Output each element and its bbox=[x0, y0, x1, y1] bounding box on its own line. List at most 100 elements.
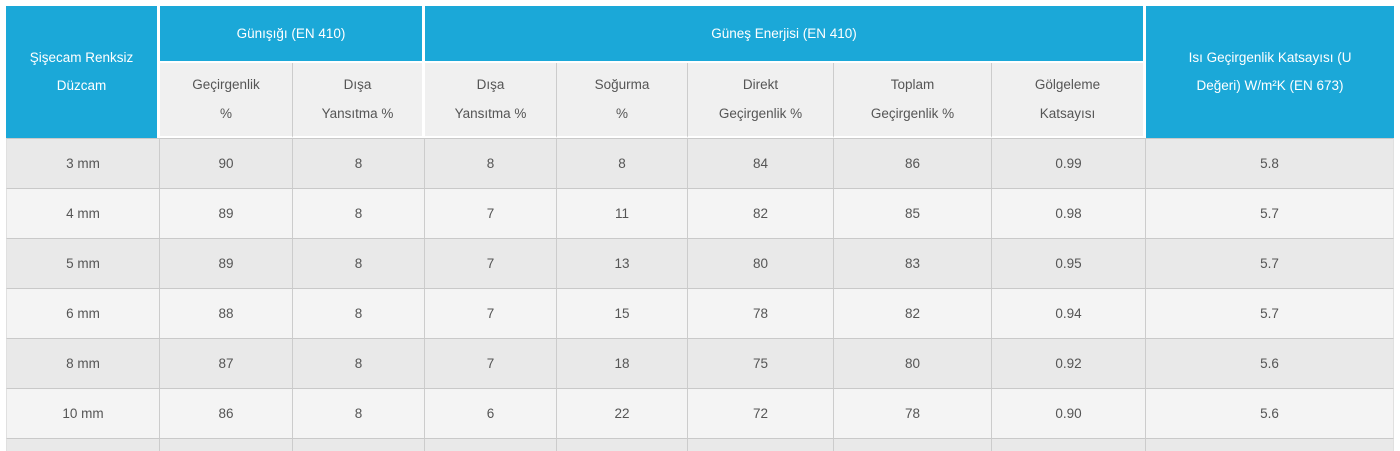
subheader-line: Dışa bbox=[476, 77, 505, 93]
value-cell-toplam-gecirgenlik: 78 bbox=[834, 388, 992, 438]
value-cell-u-degeri: 5.8 bbox=[1146, 138, 1395, 188]
subheader-line: Geçirgenlik % bbox=[870, 105, 955, 121]
subheader-line: Dışa bbox=[343, 77, 372, 93]
value-cell-disa-yansitma-gunes bbox=[425, 438, 557, 451]
thickness-cell bbox=[6, 438, 160, 451]
group-header-gunisigi: Günışığı (EN 410) bbox=[160, 6, 425, 63]
value-cell-sogurma: 22 bbox=[557, 388, 688, 438]
table-row: 5 mm 89 8 7 13 80 83 0.95 5.7 bbox=[6, 238, 1395, 288]
value-cell-disa-yansitma-gunes: 7 bbox=[425, 338, 557, 388]
corner-header-line2: Düzcam bbox=[56, 78, 107, 93]
value-cell-direkt-gecirgenlik: 75 bbox=[688, 338, 834, 388]
subheader-toplam-gecirgenlik: Toplam Geçirgenlik % bbox=[834, 63, 992, 138]
subheader-disa-yansitma-gunisigi: Dışa Yansıtma % bbox=[293, 63, 425, 138]
thickness-cell: 8 mm bbox=[6, 338, 160, 388]
value-cell-u-degeri: 5.6 bbox=[1146, 388, 1395, 438]
value-cell-gecirgenlik: 90 bbox=[160, 138, 293, 188]
table-header: Şişecam Renksiz Düzcam Günışığı (EN 410)… bbox=[6, 6, 1395, 138]
value-cell-gecirgenlik bbox=[160, 438, 293, 451]
subheader-line: % bbox=[615, 105, 628, 121]
value-cell-direkt-gecirgenlik bbox=[688, 438, 834, 451]
thickness-cell: 3 mm bbox=[6, 138, 160, 188]
value-cell-toplam-gecirgenlik: 86 bbox=[834, 138, 992, 188]
subheader-line: Direkt bbox=[742, 77, 779, 93]
value-cell-toplam-gecirgenlik: 82 bbox=[834, 288, 992, 338]
value-cell-golgeleme-katsayisi: 0.90 bbox=[992, 388, 1147, 438]
value-cell-disa-yansitma-gunes: 6 bbox=[425, 388, 557, 438]
value-cell-golgeleme-katsayisi: 0.95 bbox=[992, 238, 1147, 288]
subheader-sogurma: Soğurma % bbox=[557, 63, 688, 138]
value-cell-u-degeri: 5.7 bbox=[1146, 288, 1395, 338]
value-cell-disa-yansitma-gunisigi: 8 bbox=[293, 238, 425, 288]
subheader-line: Geçirgenlik bbox=[192, 77, 260, 93]
value-cell-u-degeri: 5.7 bbox=[1146, 238, 1395, 288]
table-row: 4 mm 89 8 7 11 82 85 0.98 5.7 bbox=[6, 188, 1395, 238]
corner-header-sisecam-renksiz-duzcam: Şişecam Renksiz Düzcam bbox=[6, 6, 160, 138]
value-cell-toplam-gecirgenlik: 83 bbox=[834, 238, 992, 288]
value-cell-u-degeri bbox=[1146, 438, 1395, 451]
subheader-gecirgenlik: Geçirgenlik % bbox=[160, 63, 293, 138]
value-cell-sogurma: 13 bbox=[557, 238, 688, 288]
value-cell-sogurma bbox=[557, 438, 688, 451]
table-row: 3 mm 90 8 8 8 84 86 0.99 5.8 bbox=[6, 138, 1395, 188]
value-cell-gecirgenlik: 87 bbox=[160, 338, 293, 388]
value-cell-gecirgenlik: 88 bbox=[160, 288, 293, 338]
table-row bbox=[6, 438, 1395, 451]
value-cell-disa-yansitma-gunes: 7 bbox=[425, 188, 557, 238]
value-cell-disa-yansitma-gunes: 7 bbox=[425, 238, 557, 288]
group-header-gunes-enerjisi: Güneş Enerjisi (EN 410) bbox=[425, 6, 1147, 63]
value-cell-toplam-gecirgenlik: 80 bbox=[834, 338, 992, 388]
thickness-cell: 4 mm bbox=[6, 188, 160, 238]
value-cell-sogurma: 15 bbox=[557, 288, 688, 338]
subheader-line: Toplam bbox=[890, 77, 935, 93]
value-cell-golgeleme-katsayisi: 0.92 bbox=[992, 338, 1147, 388]
value-cell-golgeleme-katsayisi bbox=[992, 438, 1147, 451]
thickness-cell: 5 mm bbox=[6, 238, 160, 288]
value-cell-disa-yansitma-gunisigi: 8 bbox=[293, 388, 425, 438]
value-cell-direkt-gecirgenlik: 84 bbox=[688, 138, 834, 188]
subheader-direkt-gecirgenlik: Direkt Geçirgenlik % bbox=[688, 63, 834, 138]
sub-header-row: Geçirgenlik % Dışa Yansıtma % Dışa Yansı… bbox=[6, 63, 1394, 138]
value-cell-disa-yansitma-gunisigi: 8 bbox=[293, 188, 425, 238]
header-u-value-line1: Isı Geçirgenlik Katsayısı (U bbox=[1188, 50, 1352, 66]
value-cell-direkt-gecirgenlik: 78 bbox=[688, 288, 834, 338]
subheader-line: Gölgeleme bbox=[1034, 77, 1101, 93]
glass-properties-table: Şişecam Renksiz Düzcam Günışığı (EN 410)… bbox=[6, 6, 1395, 451]
header-u-value: Isı Geçirgenlik Katsayısı (U Değeri) W/m… bbox=[1146, 6, 1395, 138]
value-cell-gecirgenlik: 89 bbox=[160, 238, 293, 288]
value-cell-disa-yansitma-gunes: 7 bbox=[425, 288, 557, 338]
value-cell-toplam-gecirgenlik bbox=[834, 438, 992, 451]
value-cell-gecirgenlik: 89 bbox=[160, 188, 293, 238]
corner-header-line1: Şişecam Renksiz bbox=[29, 50, 134, 66]
value-cell-direkt-gecirgenlik: 72 bbox=[688, 388, 834, 438]
table-row: 8 mm 87 8 7 18 75 80 0.92 5.6 bbox=[6, 338, 1395, 388]
header-u-value-line2: Değeri) W/m²K (EN 673) bbox=[1196, 78, 1344, 93]
value-cell-disa-yansitma-gunisigi: 8 bbox=[293, 338, 425, 388]
value-cell-disa-yansitma-gunisigi: 8 bbox=[293, 138, 425, 188]
value-cell-u-degeri: 5.7 bbox=[1146, 188, 1395, 238]
value-cell-gecirgenlik: 86 bbox=[160, 388, 293, 438]
value-cell-disa-yansitma-gunisigi: 8 bbox=[293, 288, 425, 338]
subheader-golgeleme-katsayisi: Gölgeleme Katsayısı bbox=[992, 63, 1147, 138]
subheader-line: Yansıtma % bbox=[454, 105, 527, 121]
value-cell-u-degeri: 5.6 bbox=[1146, 338, 1395, 388]
thickness-cell: 6 mm bbox=[6, 288, 160, 338]
value-cell-disa-yansitma-gunisigi bbox=[293, 438, 425, 451]
value-cell-sogurma: 8 bbox=[557, 138, 688, 188]
subheader-disa-yansitma-gunes: Dışa Yansıtma % bbox=[425, 63, 557, 138]
table-row: 6 mm 88 8 7 15 78 82 0.94 5.7 bbox=[6, 288, 1395, 338]
subheader-line: Geçirgenlik % bbox=[718, 105, 803, 121]
value-cell-disa-yansitma-gunes: 8 bbox=[425, 138, 557, 188]
value-cell-golgeleme-katsayisi: 0.99 bbox=[992, 138, 1147, 188]
group-header-row: Şişecam Renksiz Düzcam Günışığı (EN 410)… bbox=[6, 6, 1395, 138]
table-body: 3 mm 90 8 8 8 84 86 0.99 5.8 4 mm 89 8 7… bbox=[6, 138, 1395, 451]
value-cell-sogurma: 11 bbox=[557, 188, 688, 238]
thickness-cell: 10 mm bbox=[6, 388, 160, 438]
subheader-line: Yansıtma % bbox=[321, 105, 394, 121]
value-cell-direkt-gecirgenlik: 82 bbox=[688, 188, 834, 238]
table-row: 10 mm 86 8 6 22 72 78 0.90 5.6 bbox=[6, 388, 1395, 438]
subheader-line: Katsayısı bbox=[1039, 105, 1096, 121]
subheader-line: Soğurma bbox=[594, 77, 650, 93]
value-cell-golgeleme-katsayisi: 0.94 bbox=[992, 288, 1147, 338]
